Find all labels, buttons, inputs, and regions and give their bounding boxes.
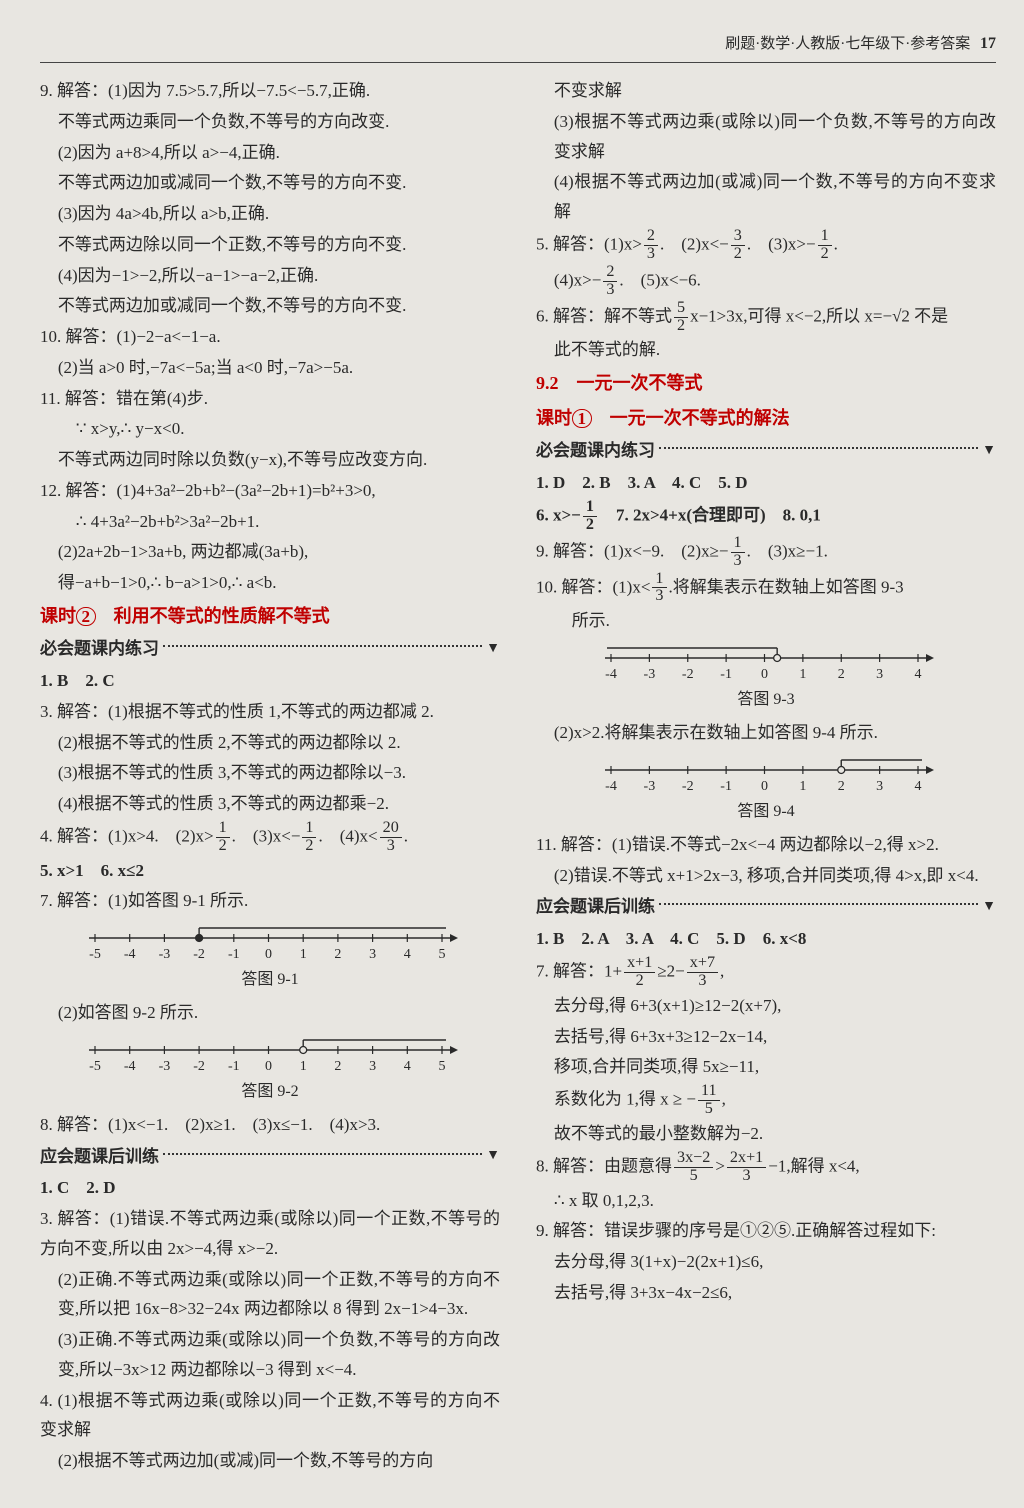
number-line-3: -4 -3 -2 -1 0 1 2 3 4 <box>536 642 996 684</box>
svg-text:3: 3 <box>876 779 883 794</box>
svg-text:-5: -5 <box>89 1059 101 1074</box>
svg-text:0: 0 <box>265 947 272 962</box>
q4: 4. 解答：(1)x>4. (2)x>12. (3)x<−12. (4)x<20… <box>40 820 500 855</box>
number-line-1: -5 -4 -3 -2 -1 0 1 2 3 4 5 <box>40 922 500 964</box>
svg-text:-2: -2 <box>682 667 694 682</box>
svg-text:-1: -1 <box>228 1059 240 1074</box>
svg-text:4: 4 <box>915 779 922 794</box>
svg-text:4: 4 <box>404 947 411 962</box>
q10: 10. 解答：(1)−2−a<−1−a. <box>40 322 500 352</box>
section-1r: 课时1 一元一次不等式的解法 <box>536 403 996 435</box>
svg-text:1: 1 <box>799 667 806 682</box>
triangle-icon: ▼ <box>486 637 500 662</box>
q7: 7. 解答：(1)如答图 9-1 所示. <box>40 886 500 916</box>
header-text: 刷题·数学·人教版·七年级下·参考答案 <box>725 36 970 52</box>
circled-1: 1 <box>572 409 592 429</box>
triangle-icon: ▼ <box>982 895 996 920</box>
right-column: 不变求解 (3)根据不等式两边乘(或除以)同一个负数,不等号的方向改变求解 (4… <box>536 75 996 1477</box>
rq9b: 9. 解答：错误步骤的序号是①②⑤.正确解答过程如下: <box>536 1216 996 1246</box>
caption-9-1: 答图 9-1 <box>40 966 500 994</box>
svg-text:2: 2 <box>838 779 845 794</box>
q4b: 4. (1)根据不等式两边乘(或除以)同一个正数,不等号的方向不变求解 <box>40 1386 500 1446</box>
svg-text:-2: -2 <box>682 779 694 794</box>
svg-text:-3: -3 <box>644 667 656 682</box>
ans-b12: 1. C 2. D <box>40 1173 500 1203</box>
ans-b16: 1. B 2. A 3. A 4. C 5. D 6. x<8 <box>536 924 996 954</box>
practice-2: 应会题课后训练▼ <box>40 1142 500 1172</box>
ans-5-6: 5. x>1 6. x≤2 <box>40 856 500 886</box>
page-number: 17 <box>980 35 996 52</box>
q9-1: 9. 解答：(1)因为 7.5>5.7,所以−7.5<−5.7,正确. <box>40 76 500 106</box>
number-line-2: -5 -4 -3 -2 -1 0 1 2 3 4 5 <box>40 1034 500 1076</box>
svg-text:-4: -4 <box>605 779 617 794</box>
caption-9-3: 答图 9-3 <box>536 686 996 714</box>
q11: 11. 解答：错在第(4)步. <box>40 384 500 414</box>
caption-9-4: 答图 9-4 <box>536 798 996 826</box>
svg-text:0: 0 <box>265 1059 272 1074</box>
practice-1r: 必会题课内练习▼ <box>536 436 996 466</box>
practice-1: 必会题课内练习▼ <box>40 634 500 664</box>
svg-text:-2: -2 <box>193 1059 205 1074</box>
triangle-icon: ▼ <box>982 439 996 464</box>
svg-text:-5: -5 <box>89 947 101 962</box>
rq5: 5. 解答：(1)x>23. (2)x<−32. (3)x>−12. <box>536 228 996 263</box>
rq11: 11. 解答：(1)错误.不等式−2x<−4 两边都除以−2,得 x>2. <box>536 830 996 860</box>
caption-9-2: 答图 9-2 <box>40 1078 500 1106</box>
circled-2: 2 <box>76 607 96 627</box>
svg-text:2: 2 <box>334 1059 341 1074</box>
rq6line: 6. x>−12 7. 2x>4+x(合理即可) 8. 0,1 <box>536 499 996 534</box>
svg-text:0: 0 <box>761 667 768 682</box>
svg-text:1: 1 <box>300 1059 307 1074</box>
section-2: 课时2 利用不等式的性质解不等式 <box>40 601 500 633</box>
rq8: 8. 解答：由题意得3x−25>2x+13−1,解得 x<4, <box>536 1150 996 1185</box>
svg-text:5: 5 <box>439 1059 446 1074</box>
svg-text:-3: -3 <box>159 947 171 962</box>
sec-9-2: 9.2 一元一次不等式 <box>536 368 996 400</box>
svg-text:1: 1 <box>300 947 307 962</box>
ans15: 1. D 2. B 3. A 4. C 5. D <box>536 468 996 498</box>
svg-text:4: 4 <box>915 667 922 682</box>
triangle-icon: ▼ <box>486 1144 500 1169</box>
svg-text:-3: -3 <box>644 779 656 794</box>
svg-text:3: 3 <box>369 1059 376 1074</box>
svg-text:-4: -4 <box>605 667 617 682</box>
svg-text:4: 4 <box>404 1059 411 1074</box>
rq7: 7. 解答：1+x+12≥2−x+73, <box>536 955 996 990</box>
svg-text:3: 3 <box>876 667 883 682</box>
rq9: 9. 解答：(1)x<−9. (2)x≥−13. (3)x≥−1. <box>536 535 996 570</box>
rq6: 6. 解答：解不等式52x−1>3x,可得 x<−2,所以 x=−√2 不是 <box>536 300 996 335</box>
svg-text:1: 1 <box>799 779 806 794</box>
svg-text:0: 0 <box>761 779 768 794</box>
svg-text:2: 2 <box>334 947 341 962</box>
svg-text:-3: -3 <box>159 1059 171 1074</box>
svg-text:5: 5 <box>439 947 446 962</box>
page-header: 刷题·数学·人教版·七年级下·参考答案 17 <box>40 30 996 63</box>
number-line-4: -4 -3 -2 -1 0 1 2 3 4 <box>536 754 996 796</box>
svg-text:-1: -1 <box>228 947 240 962</box>
q3b: 3. 解答：(1)错误.不等式两边乘(或除以)同一个正数,不等号的方向不变,所以… <box>40 1204 500 1264</box>
q3a: 3. 解答：(1)根据不等式的性质 1,不等式的两边都减 2. <box>40 697 500 727</box>
svg-text:-4: -4 <box>124 1059 136 1074</box>
svg-text:-2: -2 <box>193 947 205 962</box>
q12: 12. 解答：(1)4+3a²−2b+b²−(3a²−2b+1)=b²+3>0, <box>40 476 500 506</box>
svg-text:-1: -1 <box>720 779 732 794</box>
ans-1-2: 1. B 2. C <box>40 666 500 696</box>
practice-2r: 应会题课后训练▼ <box>536 892 996 922</box>
svg-text:2: 2 <box>838 667 845 682</box>
left-column: 9. 解答：(1)因为 7.5>5.7,所以−7.5<−5.7,正确. 不等式两… <box>40 75 500 1477</box>
rq10: 10. 解答：(1)x<13.将解集表示在数轴上如答图 9-3 <box>536 571 996 606</box>
svg-text:-1: -1 <box>720 667 732 682</box>
svg-text:-4: -4 <box>124 947 136 962</box>
svg-text:3: 3 <box>369 947 376 962</box>
q8: 8. 解答：(1)x<−1. (2)x≥1. (3)x≤−1. (4)x>3. <box>40 1110 500 1140</box>
